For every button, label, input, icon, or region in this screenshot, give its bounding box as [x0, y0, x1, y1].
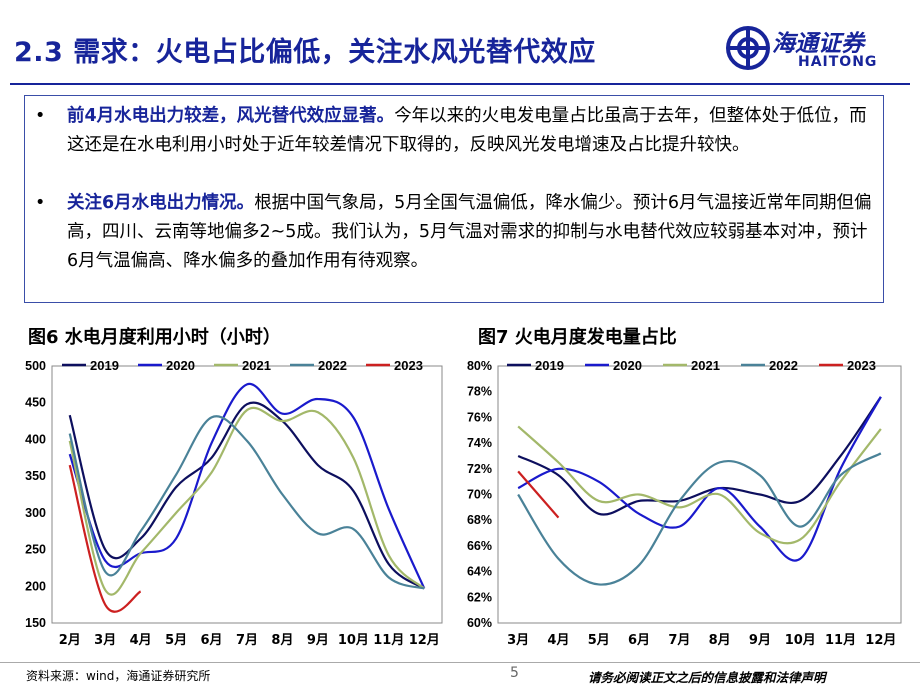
- x-tick-label: 12月: [865, 633, 896, 648]
- x-tick-label: 6月: [628, 633, 650, 648]
- plot-area: [497, 365, 902, 624]
- x-tick-label: 9月: [307, 633, 329, 648]
- y-tick-label: 80%: [467, 359, 492, 373]
- series-line-2022: [68, 415, 425, 590]
- logo-emblem-icon: [726, 26, 770, 70]
- x-tick-label: 3月: [94, 633, 116, 648]
- series-line-2022: [517, 452, 882, 586]
- legend-label: 2021: [691, 358, 720, 373]
- footer-divider: [0, 662, 920, 663]
- series-line-2019: [517, 396, 882, 516]
- x-tick-label: 5月: [588, 633, 610, 648]
- series-line-2021: [68, 406, 426, 596]
- y-tick-label: 60%: [467, 616, 492, 630]
- page-number: 5: [510, 665, 519, 681]
- legend-label: 2020: [166, 358, 195, 373]
- y-tick-label: 450: [25, 396, 46, 410]
- bullet-dot: •: [35, 193, 46, 213]
- y-tick-label: 68%: [467, 513, 492, 527]
- x-tick-label: 3月: [507, 633, 529, 648]
- y-tick-label: 62%: [467, 590, 492, 604]
- x-tick-label: 4月: [130, 633, 152, 648]
- series-line-2020: [517, 396, 882, 562]
- x-tick-label: 8月: [271, 633, 293, 648]
- chart-1-title: 图6 水电月度利用小时（小时）: [28, 327, 281, 348]
- legend-label: 2021: [242, 358, 271, 373]
- series-line-2019: [68, 401, 425, 590]
- legend-label: 2019: [535, 358, 564, 373]
- y-tick-label: 64%: [467, 565, 492, 579]
- y-tick-label: 200: [25, 579, 46, 593]
- bullet-2-heading: 关注6月水电出力情况。: [67, 193, 255, 213]
- bullet-2-text: 根据中国气象局，5月全国气温偏低，降水偏少。预计6月气温接近常年同期但偏高，四川…: [67, 193, 872, 271]
- y-tick-label: 76%: [467, 410, 492, 424]
- legend-label: 2023: [394, 358, 423, 373]
- x-tick-label: 4月: [547, 633, 569, 648]
- x-tick-label: 9月: [749, 633, 771, 648]
- y-tick-label: 250: [25, 543, 46, 557]
- chart-2-title: 图7 火电月度发电量占比: [478, 327, 677, 348]
- plot-area: [51, 365, 443, 624]
- bullet-1-heading: 前4月水电出力较差，风光替代效应显著。: [67, 106, 395, 126]
- x-tick-label: 10月: [785, 633, 816, 648]
- legend-label: 2020: [613, 358, 642, 373]
- x-tick-label: 10月: [338, 633, 369, 648]
- x-tick-label: 5月: [165, 633, 187, 648]
- y-tick-label: 300: [25, 506, 46, 520]
- thermal-share-chart: 60% 62% 64% 66% 68% 70% 72% 74% 76% 78% 80% 3月 4月 5月 6…: [467, 358, 902, 648]
- y-tick-label: 66%: [467, 539, 492, 553]
- logo-english-text: HAITONG: [798, 54, 878, 70]
- series-line-2020: [68, 383, 426, 589]
- bullet-1: • 前4月水电出力较差，风光替代效应显著。今年以来的火电发电量占比虽高于去年，但…: [35, 102, 875, 160]
- y-tick-label: 150: [25, 616, 46, 630]
- x-tick-label: 6月: [201, 633, 223, 648]
- summary-box: • 前4月水电出力较差，风光替代效应显著。今年以来的火电发电量占比虽高于去年，但…: [24, 95, 884, 303]
- x-tick-label: 11月: [373, 633, 404, 648]
- page-title: 2.3 需求：火电占比偏低，关注水风光替代效应: [14, 37, 596, 68]
- y-tick-label: 500: [25, 359, 46, 373]
- y-tick-label: 78%: [467, 385, 492, 399]
- y-tick-label: 400: [25, 432, 46, 446]
- legend-label: 2019: [90, 358, 119, 373]
- header-divider: [10, 83, 910, 85]
- legend-label: 2023: [847, 358, 876, 373]
- legend-label: 2022: [769, 358, 798, 373]
- bullet-1-text: 今年以来的火电发电量占比虽高于去年，但整体处于低位，而这还是在水电利用小时处于近…: [67, 106, 867, 155]
- y-tick-label: 72%: [467, 462, 492, 476]
- hydro-hours-chart: 150 200 250 300 350 400 450 500 2月 3月 4月 5月 6月 7月 8月 9月…: [25, 358, 443, 648]
- series-line-2023: [68, 464, 142, 613]
- source-note: 资料来源：wind，海通证券研究所: [26, 669, 211, 683]
- series-line-2023: [517, 470, 560, 519]
- company-logo: 海通证券 HAITONG: [726, 22, 906, 78]
- logo-chinese-text: 海通证券: [772, 31, 864, 57]
- x-tick-label: 7月: [668, 633, 690, 648]
- disclaimer: 请务必阅读正文之后的信息披露和法律声明: [588, 670, 826, 685]
- y-tick-label: 70%: [467, 488, 492, 502]
- x-tick-label: 8月: [709, 633, 731, 648]
- y-tick-label: 74%: [467, 436, 492, 450]
- x-tick-label: 12月: [409, 633, 440, 648]
- y-tick-label: 350: [25, 469, 46, 483]
- bullet-2: • 关注6月水电出力情况。根据中国气象局，5月全国气温偏低，降水偏少。预计6月气…: [35, 189, 875, 276]
- legend-label: 2022: [318, 358, 347, 373]
- series-line-2021: [517, 425, 882, 545]
- x-tick-label: 7月: [236, 633, 258, 648]
- x-tick-label: 11月: [825, 633, 856, 648]
- bullet-dot: •: [35, 106, 46, 126]
- x-tick-label: 2月: [59, 633, 81, 648]
